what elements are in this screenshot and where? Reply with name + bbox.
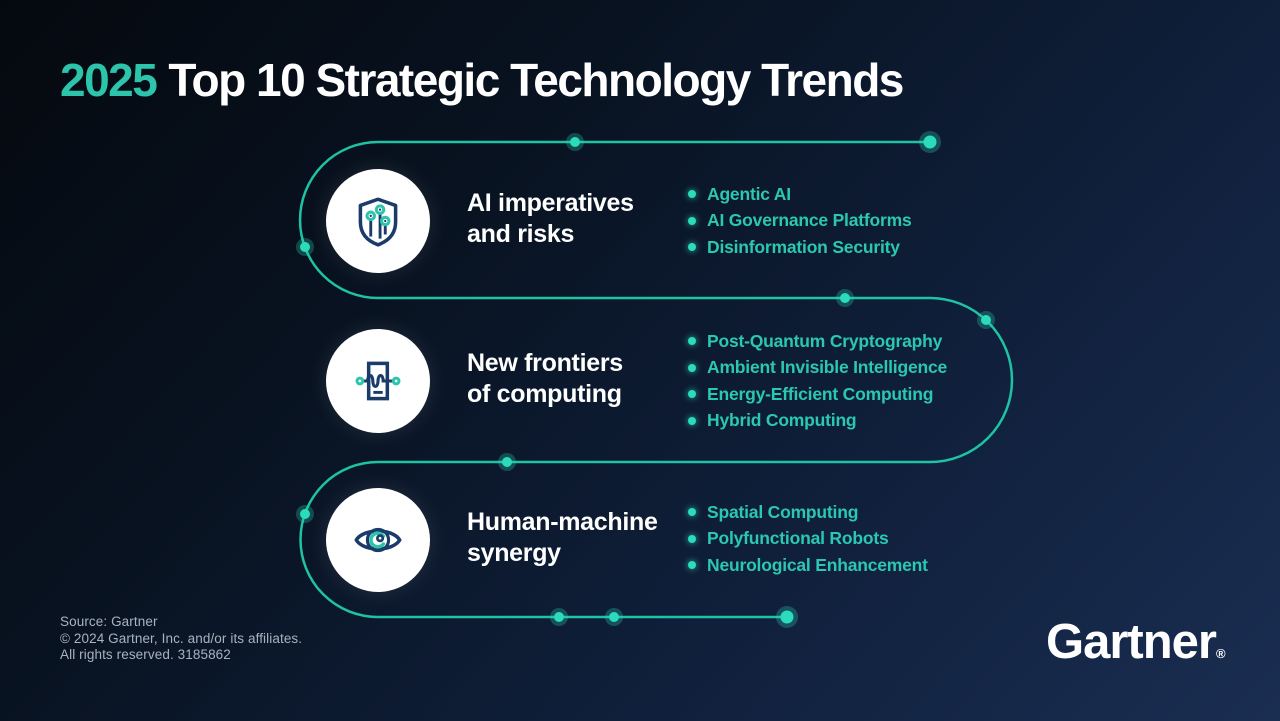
title-year: 2025 [60,54,158,106]
gartner-logo: Gartner® [1046,614,1226,670]
list-item: AI Governance Platforms [688,210,912,230]
list-item: Ambient Invisible Intelligence [688,357,947,377]
list-item: Polyfunctional Robots [688,528,928,548]
copyright-line: © 2024 Gartner, Inc. and/or its affiliat… [60,630,303,646]
list-item: Disinformation Security [688,237,912,257]
list-item: Spatial Computing [688,502,928,522]
bullet-dot-icon [688,337,696,345]
bullet-dot-icon [688,390,696,398]
section-item-list: Spatial Computing Polyfunctional Robots … [688,502,928,583]
section-item-list: Agentic AI AI Governance Platforms Disin… [688,184,912,265]
section-title: Human-machine synergy [467,508,658,567]
page-title: 2025 Top 10 Strategic Technology Trends [60,54,904,106]
chip-signal-icon [355,361,401,401]
shield-circuit-icon [358,197,398,247]
rights-line: All rights reserved. 3185862 [60,647,231,662]
connector-nodes [296,131,995,628]
bullet-dot-icon [688,363,696,372]
bullet-dot-icon [688,508,696,516]
section-icon-circle [326,169,430,273]
gartner-logo-text: Gartner [1046,615,1217,669]
bullet-dot-icon [688,243,696,251]
section-item-list: Post-Quantum Cryptography Ambient Invisi… [688,331,947,438]
bullet-dot-icon [688,561,696,569]
bullet-dot-icon [688,416,696,425]
registered-trademark-icon: ® [1216,646,1226,661]
bullet-dot-icon [688,190,696,198]
section-icon-circle [326,329,430,433]
list-item: Neurological Enhancement [688,555,928,575]
section-icon-circle [326,488,430,592]
bullet-dot-icon [688,534,696,543]
source-attribution: Source: Gartner © 2024 Gartner, Inc. and… [60,614,302,664]
list-item: Agentic AI [688,184,912,204]
list-item: Hybrid Computing [688,410,947,430]
eye-icon [354,527,402,553]
section-title: AI imperatives and risks [467,189,634,248]
list-item: Post-Quantum Cryptography [688,331,947,351]
source-line: Source: Gartner [60,614,158,629]
section-title: New frontiers of computing [467,349,623,408]
title-text: Top 10 Strategic Technology Trends [168,54,904,106]
connector-path [298,140,1014,619]
list-item: Energy-Efficient Computing [688,384,947,404]
bullet-dot-icon [688,216,696,225]
